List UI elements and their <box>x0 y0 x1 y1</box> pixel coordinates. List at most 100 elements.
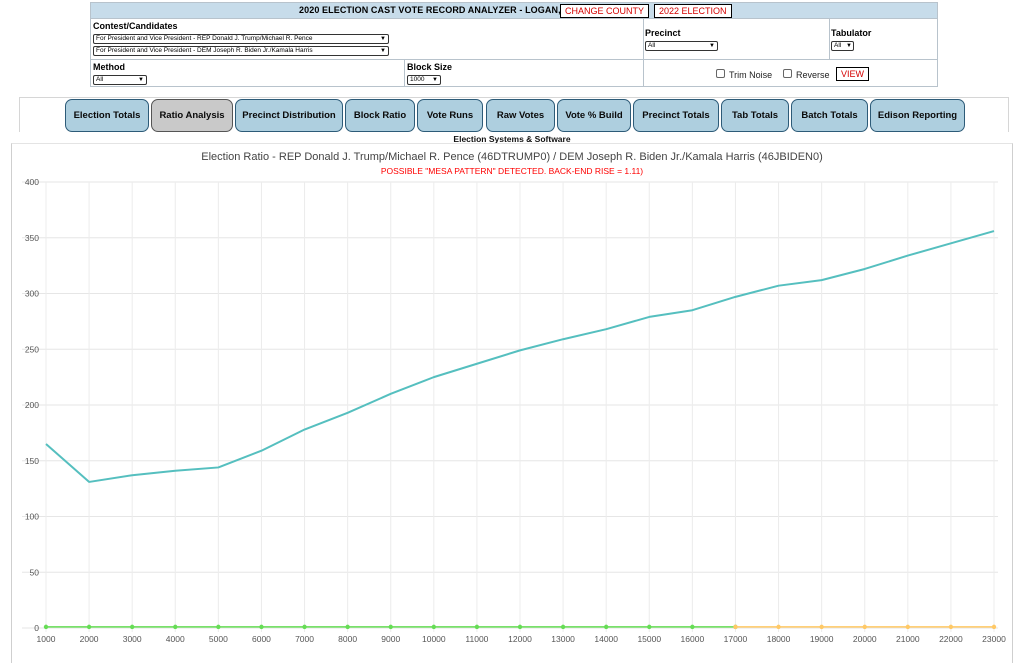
x-tick-label: 12000 <box>508 634 532 644</box>
tab-election-totals[interactable]: Election Totals <box>65 99 149 132</box>
x-tick-label: 14000 <box>594 634 618 644</box>
y-tick-label: 200 <box>25 400 39 410</box>
y-tick-label: 400 <box>25 177 39 187</box>
tabulator-select[interactable]: All ▼ <box>831 41 854 51</box>
reverse-label: Reverse <box>796 70 830 80</box>
contest-label: Contest/Candidates <box>93 21 178 31</box>
filter-panel: 2020 ELECTION CAST VOTE RECORD ANALYZER … <box>90 2 938 87</box>
tab-tab-totals[interactable]: Tab Totals <box>721 99 789 132</box>
series-2-point <box>776 624 781 630</box>
x-tick-label: 3000 <box>123 634 142 644</box>
block-size-label: Block Size <box>407 62 453 72</box>
x-tick-label: 13000 <box>551 634 575 644</box>
y-tick-label: 0 <box>34 623 39 633</box>
series-1-point <box>517 624 523 630</box>
contest-select-1[interactable]: For President and Vice President - REP D… <box>93 34 389 44</box>
series-2-point <box>991 624 997 630</box>
y-tick-label: 300 <box>25 289 39 299</box>
chevron-down-icon: ▼ <box>380 48 386 54</box>
chevron-down-icon: ▼ <box>846 43 852 49</box>
tabulator-select-value: All <box>834 42 842 49</box>
y-tick-label: 100 <box>25 512 39 522</box>
options-cell: Trim Noise Reverse VIEW <box>644 60 938 87</box>
series-1-point <box>690 624 695 630</box>
x-tick-label: 17000 <box>724 634 748 644</box>
x-tick-label: 1000 <box>37 634 56 644</box>
series-2-point <box>733 624 738 630</box>
reverse-checkbox[interactable] <box>783 69 792 78</box>
vendor-label: Election Systems & Software <box>453 134 571 144</box>
chart-frame <box>11 143 1013 663</box>
tab-raw-votes[interactable]: Raw Votes <box>486 99 555 132</box>
contest-select-2[interactable]: For President and Vice President - DEM J… <box>93 46 389 56</box>
series-0-line <box>45 230 995 483</box>
y-tick-label: 350 <box>25 233 39 243</box>
chevron-down-icon: ▼ <box>709 43 715 49</box>
election-year-button[interactable]: 2022 ELECTION <box>654 4 732 18</box>
x-tick-label: 8000 <box>338 634 357 644</box>
precinct-select[interactable]: All ▼ <box>645 41 718 51</box>
series-1-point <box>474 624 480 630</box>
tab-bar: Election Totals Ratio Analysis Precinct … <box>19 97 1009 132</box>
block-size-cell: Block Size 1000 ▼ <box>405 60 644 87</box>
y-tick-label: 150 <box>25 456 39 466</box>
x-tick-label: 23000 <box>982 634 1006 644</box>
series-1-point <box>43 624 49 630</box>
change-county-button[interactable]: CHANGE COUNTY <box>560 4 650 18</box>
series-1-point <box>216 624 221 630</box>
chart-subtitle: POSSIBLE "MESA PATTERN" DETECTED. BACK-E… <box>380 166 644 176</box>
chart-title: Election Ratio - REP Donald J. Trump/Mic… <box>201 151 823 163</box>
series-1-point <box>259 624 264 630</box>
series-1-point <box>603 624 609 630</box>
method-label: Method <box>93 62 125 72</box>
series-1-point <box>302 624 307 630</box>
series-2-point <box>905 624 911 630</box>
x-tick-label: 22000 <box>939 634 963 644</box>
x-tick-label: 4000 <box>166 634 185 644</box>
y-tick-label: 250 <box>25 344 39 354</box>
x-tick-label: 6000 <box>252 634 271 644</box>
series-1-point <box>129 624 135 630</box>
series-2-point <box>948 624 954 630</box>
trim-noise-label: Trim Noise <box>729 70 773 80</box>
tab-block-ratio[interactable]: Block Ratio <box>345 99 415 132</box>
tabulator-label: Tabulator <box>831 28 872 38</box>
x-tick-label: 7000 <box>295 634 314 644</box>
x-tick-label: 16000 <box>681 634 705 644</box>
x-tick-label: 21000 <box>896 634 920 644</box>
x-tick-label: 5000 <box>209 634 228 644</box>
x-tick-label: 2000 <box>80 634 99 644</box>
tab-precinct-totals[interactable]: Precinct Totals <box>633 99 719 132</box>
series-1-point <box>173 624 178 630</box>
series-1-point <box>560 624 566 630</box>
precinct-select-value: All <box>648 42 656 49</box>
tab-vote-runs[interactable]: Vote Runs <box>417 99 483 132</box>
series-1-point <box>647 624 652 630</box>
block-size-select[interactable]: 1000 ▼ <box>407 75 441 85</box>
app-title: 2020 ELECTION CAST VOTE RECORD ANALYZER … <box>299 5 587 15</box>
title-bar: 2020 ELECTION CAST VOTE RECORD ANALYZER … <box>91 3 937 19</box>
block-size-select-value: 1000 <box>410 76 425 83</box>
x-tick-label: 10000 <box>422 634 446 644</box>
series-2-point <box>819 624 824 630</box>
x-tick-label: 20000 <box>853 634 877 644</box>
series-1-point <box>345 624 350 630</box>
method-cell: Method All ▼ <box>91 60 405 87</box>
x-tick-label: 19000 <box>810 634 834 644</box>
trim-noise-checkbox[interactable] <box>716 69 725 78</box>
tab-batch-totals[interactable]: Batch Totals <box>791 99 868 132</box>
chevron-down-icon: ▼ <box>380 36 386 42</box>
view-button[interactable]: VIEW <box>836 67 870 81</box>
tab-vote-pct-build[interactable]: Vote % Build <box>557 99 631 132</box>
method-select[interactable]: All ▼ <box>93 75 147 85</box>
series-1-point <box>431 624 437 630</box>
x-tick-label: 11000 <box>465 634 488 644</box>
series-2-point <box>862 624 867 630</box>
precinct-label: Precinct <box>645 28 681 38</box>
tabulator-cell: Tabulator All ▼ <box>830 19 938 60</box>
tab-edison-reporting[interactable]: Edison Reporting <box>870 99 965 132</box>
tab-ratio-analysis[interactable]: Ratio Analysis <box>151 99 233 132</box>
contest-select-2-value: For President and Vice President - DEM J… <box>96 47 313 54</box>
tab-precinct-distribution[interactable]: Precinct Distribution <box>235 99 343 132</box>
chevron-down-icon: ▼ <box>432 77 438 83</box>
